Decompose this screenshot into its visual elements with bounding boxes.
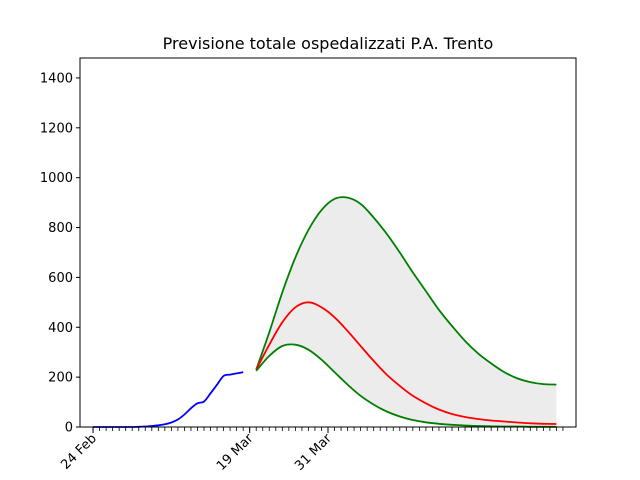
y-tick-label: 1000 xyxy=(40,171,73,186)
y-tick-label: 200 xyxy=(48,371,73,386)
y-tick-label: 800 xyxy=(48,221,73,236)
y-tick-label: 1400 xyxy=(40,71,73,86)
y-tick-label: 400 xyxy=(48,321,73,336)
y-tick-label: 1200 xyxy=(40,121,73,136)
band-area xyxy=(256,197,557,427)
chart-title: Previsione totale ospedalizzati P.A. Tre… xyxy=(163,34,494,53)
y-tick-label: 0 xyxy=(65,421,73,436)
series-line-1 xyxy=(255,196,557,386)
series-line-2 xyxy=(255,301,557,425)
plot-frame xyxy=(79,57,577,428)
uncertainty-band xyxy=(256,197,557,427)
y-tick-label: 600 xyxy=(48,271,73,286)
